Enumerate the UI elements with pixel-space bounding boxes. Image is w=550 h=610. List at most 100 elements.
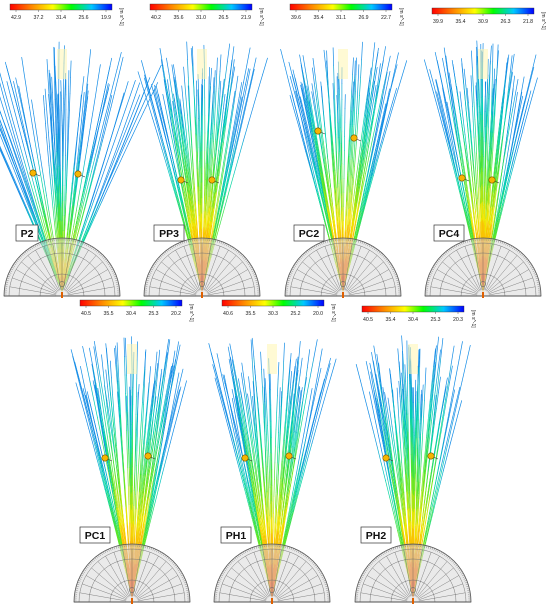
legend-tick-label: 31.4 xyxy=(56,15,66,21)
velocity-legend: 42.9 37.2 31.4 25.6 19.9 [m s^-1] xyxy=(9,3,124,26)
legend-tick-label: 19.9 xyxy=(101,15,111,21)
legend-tick-label: 25.3 xyxy=(148,311,158,317)
legend-tick-label: 35.4 xyxy=(455,19,465,25)
legend-tick-label: 39.6 xyxy=(291,15,301,21)
legend-tick-label: 20.0 xyxy=(313,311,323,317)
spray-angle-marker xyxy=(427,452,435,460)
velocity-legend: 40.6 35.5 30.3 25.2 20.0 [m s^-1] xyxy=(221,299,336,322)
spray-angle-marker xyxy=(74,170,82,178)
panel-pp3: 40.2 35.6 31.0 26.5 21.9 [m s^-1] PP3 xyxy=(137,3,268,298)
legend-tick-label: 35.5 xyxy=(103,311,113,317)
panel-label: PC1 xyxy=(79,526,111,544)
spray-angle-marker xyxy=(382,454,390,462)
legend-color-bar xyxy=(221,299,325,307)
protractor xyxy=(284,237,402,297)
panel-ph1: 40.6 35.5 30.3 25.2 20.0 [m s^-1] PH1 xyxy=(208,299,337,604)
legend-color-bar xyxy=(149,3,253,11)
spray-angle-marker xyxy=(458,174,466,182)
legend-tick-label: 30.3 xyxy=(268,311,278,317)
panel-label: PH2 xyxy=(360,526,392,544)
protractor xyxy=(143,237,261,297)
legend-tick-label: 21.8 xyxy=(523,19,533,25)
legend-tick-label: 30.9 xyxy=(478,19,488,25)
spray-angle-marker xyxy=(144,452,152,460)
panel-label: PP3 xyxy=(153,224,185,242)
legend-tick-label: 26.3 xyxy=(500,19,510,25)
legend-tick-label: 35.6 xyxy=(173,15,183,21)
legend-unit-label: [m s^-1] xyxy=(470,310,476,328)
velocity-legend: 40.5 35.5 30.4 25.3 20.2 [m s^-1] xyxy=(79,299,194,322)
legend-tick-label: 30.4 xyxy=(126,311,136,317)
legend-color-bar xyxy=(431,7,535,15)
panel-label: P2 xyxy=(15,224,39,242)
protractor xyxy=(354,543,472,603)
panel-label-text: PH1 xyxy=(226,530,247,542)
velocity-legend: 39.6 35.4 31.1 26.9 22.7 [m s^-1] xyxy=(289,3,404,26)
panel-pc4: 39.9 35.4 30.9 26.3 21.8 [m s^-1] PC4 xyxy=(423,7,546,298)
panel-label-text: PC4 xyxy=(439,228,460,240)
spray-angle-marker xyxy=(350,134,358,142)
legend-tick-label: 26.9 xyxy=(358,15,368,21)
panel-label-text: PH2 xyxy=(366,530,387,542)
velocity-legend: 40.2 35.6 31.0 26.5 21.9 [m s^-1] xyxy=(149,3,264,26)
legend-tick-label: 31.0 xyxy=(196,15,206,21)
legend-unit-label: [m s^-1] xyxy=(188,304,194,322)
protractor xyxy=(3,237,121,297)
legend-unit-label: [m s^-1] xyxy=(330,304,336,322)
panel-label: PH1 xyxy=(220,526,252,544)
spray-angle-marker xyxy=(285,452,293,460)
panel-label: PC2 xyxy=(293,224,325,242)
protractor xyxy=(213,543,331,603)
legend-color-bar xyxy=(79,299,183,307)
legend-unit-label: [m s^-1] xyxy=(398,8,404,26)
legend-color-bar xyxy=(361,305,465,313)
panel-pc1: 40.5 35.5 30.4 25.3 20.2 [m s^-1] PC1 xyxy=(70,299,194,604)
spray-streamlines xyxy=(423,40,538,292)
legend-tick-label: 25.6 xyxy=(78,15,88,21)
legend-tick-label: 40.6 xyxy=(223,311,233,317)
legend-unit-label: [m s^-1] xyxy=(258,8,264,26)
legend-tick-label: 31.1 xyxy=(336,15,346,21)
legend-unit-label: [m s^-1] xyxy=(118,8,124,26)
spray-angle-marker xyxy=(29,169,37,177)
protractor xyxy=(73,543,191,603)
panel-p2: 42.9 37.2 31.4 25.6 19.9 [m s^-1] P2 xyxy=(0,3,162,298)
legend-tick-label: 20.3 xyxy=(453,317,463,323)
panels-layer: 42.9 37.2 31.4 25.6 19.9 [m s^-1] P2 40.2 35.6 31… xyxy=(0,3,546,604)
panel-label-text: PC2 xyxy=(299,228,320,240)
legend-tick-label: 21.9 xyxy=(241,15,251,21)
legend-tick-label: 30.4 xyxy=(408,317,418,323)
legend-tick-label: 35.5 xyxy=(245,311,255,317)
legend-tick-label: 40.5 xyxy=(81,311,91,317)
legend-tick-label: 25.3 xyxy=(430,317,440,323)
legend-tick-label: 26.5 xyxy=(218,15,228,21)
panel-label-text: PC1 xyxy=(85,530,106,542)
legend-unit-label: [m s^-1] xyxy=(540,12,546,30)
legend-tick-label: 37.2 xyxy=(33,15,43,21)
panel-label-text: P2 xyxy=(21,228,34,240)
protractor xyxy=(424,237,542,297)
legend-color-bar xyxy=(289,3,393,11)
velocity-legend: 40.5 35.4 30.4 25.3 20.3 [m s^-1] xyxy=(361,305,476,328)
panel-label-text: PP3 xyxy=(159,228,179,240)
panel-pc2: 39.6 35.4 31.1 26.9 22.7 [m s^-1] PC2 xyxy=(280,3,408,298)
spray-angle-marker xyxy=(177,176,185,184)
legend-tick-label: 25.2 xyxy=(290,311,300,317)
spray-angle-marker xyxy=(208,176,216,184)
legend-tick-label: 40.2 xyxy=(151,15,161,21)
legend-tick-label: 35.4 xyxy=(313,15,323,21)
spray-angle-marker xyxy=(101,454,109,462)
legend-tick-label: 40.5 xyxy=(363,317,373,323)
legend-tick-label: 20.2 xyxy=(171,311,181,317)
legend-tick-label: 35.4 xyxy=(385,317,395,323)
legend-tick-label: 42.9 xyxy=(11,15,21,21)
spray-angle-marker xyxy=(488,176,496,184)
legend-color-bar xyxy=(9,3,113,11)
velocity-legend: 39.9 35.4 30.9 26.3 21.8 [m s^-1] xyxy=(431,7,546,30)
spray-angle-marker xyxy=(241,454,249,462)
legend-tick-label: 39.9 xyxy=(433,19,443,25)
panel-label: PC4 xyxy=(433,224,465,242)
spray-angle-marker xyxy=(314,127,322,135)
legend-tick-label: 22.7 xyxy=(381,15,391,21)
